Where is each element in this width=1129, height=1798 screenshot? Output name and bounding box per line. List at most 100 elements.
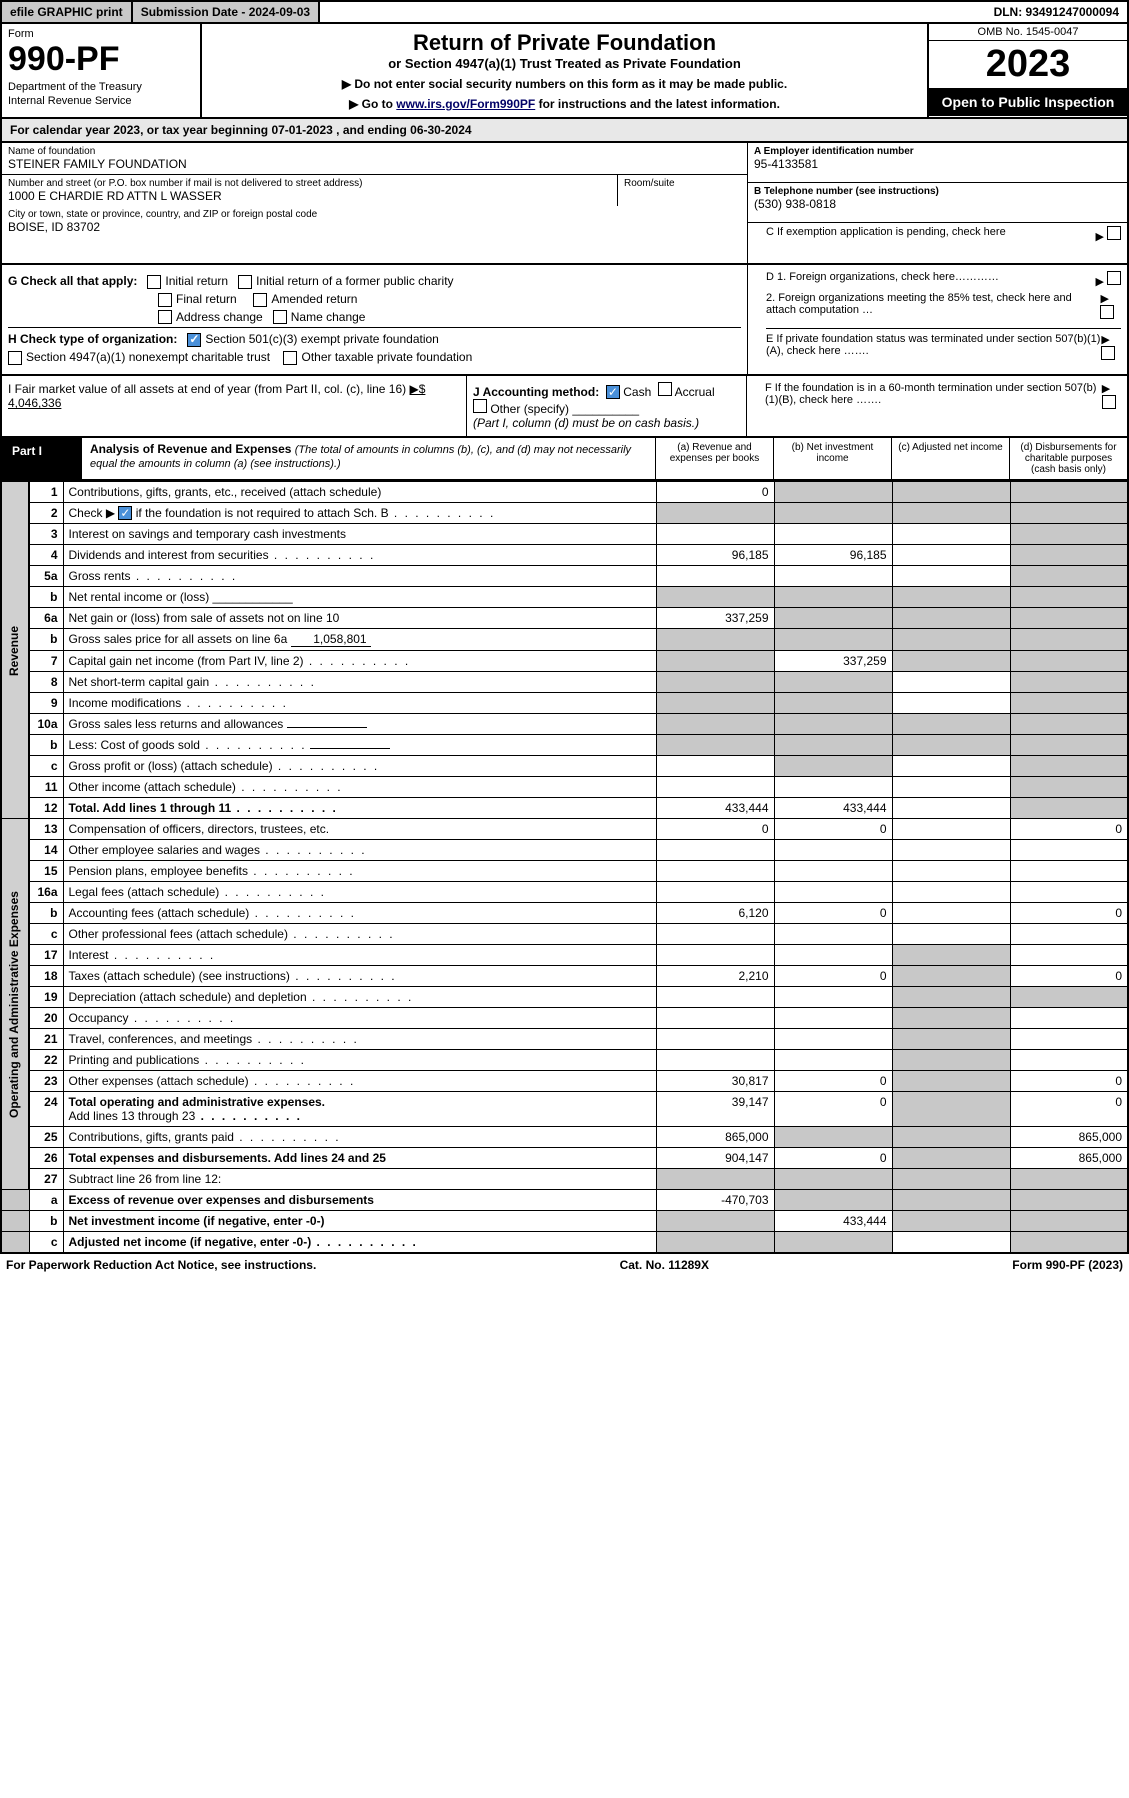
line25-a: 865,000 — [656, 1127, 774, 1148]
cat-number: Cat. No. 11289X — [620, 1258, 709, 1272]
line24-desc: Total operating and administrative expen… — [69, 1095, 326, 1109]
line27-desc: Subtract line 26 from line 12: — [63, 1169, 656, 1190]
line16b-a: 6,120 — [656, 903, 774, 924]
goto-line: ▶ Go to www.irs.gov/Form990PF for instru… — [208, 97, 921, 111]
line24b-desc: Add lines 13 through 23 — [69, 1109, 196, 1123]
city-label: City or town, state or province, country… — [8, 209, 741, 220]
line10b-desc: Less: Cost of goods sold — [69, 738, 200, 752]
calendar-year-line: For calendar year 2023, or tax year begi… — [0, 119, 1129, 143]
amended-return-label: Amended return — [271, 292, 357, 306]
j-label: J Accounting method: — [473, 385, 599, 399]
line25-d: 865,000 — [1010, 1127, 1128, 1148]
line7-b: 337,259 — [774, 651, 892, 672]
irs-label: Internal Revenue Service — [8, 95, 194, 107]
line13-d: 0 — [1010, 819, 1128, 840]
exemption-pending-label: C If exemption application is pending, c… — [766, 226, 1006, 243]
line9-desc: Income modifications — [69, 696, 182, 710]
line16c-desc: Other professional fees (attach schedule… — [69, 927, 288, 941]
city-value: BOISE, ID 83702 — [8, 220, 741, 234]
goto-prefix: ▶ Go to — [349, 97, 396, 111]
line5a-desc: Gross rents — [69, 569, 131, 583]
line26-b: 0 — [774, 1148, 892, 1169]
f-label: F If the foundation is in a 60-month ter… — [765, 382, 1102, 412]
paperwork-notice: For Paperwork Reduction Act Notice, see … — [6, 1258, 316, 1272]
submission-date: Submission Date - 2024-09-03 — [133, 2, 320, 22]
expenses-side-label: Operating and Administrative Expenses — [1, 819, 29, 1190]
d1-label: D 1. Foreign organizations, check here……… — [766, 271, 999, 288]
line13-b: 0 — [774, 819, 892, 840]
line3-desc: Interest on savings and temporary cash i… — [63, 524, 656, 545]
line23-b: 0 — [774, 1071, 892, 1092]
accrual-checkbox[interactable] — [658, 382, 672, 396]
line18-b: 0 — [774, 966, 892, 987]
accrual-label: Accrual — [675, 385, 715, 399]
line6b-amt: 1,058,801 — [291, 632, 371, 647]
page-footer: For Paperwork Reduction Act Notice, see … — [0, 1254, 1129, 1276]
501c3-checkbox[interactable] — [187, 333, 201, 347]
line18-d: 0 — [1010, 966, 1128, 987]
line27c-desc: Adjusted net income (if negative, enter … — [69, 1235, 312, 1249]
address-change-label: Address change — [176, 310, 263, 324]
line1-a: 0 — [656, 482, 774, 503]
line6b-desc: Gross sales price for all assets on line… — [69, 632, 288, 646]
i-label: I Fair market value of all assets at end… — [8, 382, 406, 396]
line6a-a: 337,259 — [656, 608, 774, 629]
entity-block: Name of foundation STEINER FAMILY FOUNDA… — [0, 143, 1129, 265]
initial-former-checkbox[interactable] — [238, 275, 252, 289]
efile-print-button[interactable]: efile GRAPHIC print — [2, 2, 133, 22]
line4-b: 96,185 — [774, 545, 892, 566]
line27a-a: -470,703 — [656, 1190, 774, 1211]
f-checkbox[interactable] — [1102, 395, 1116, 409]
final-return-checkbox[interactable] — [158, 293, 172, 307]
col-a-header: (a) Revenue and expenses per books — [655, 438, 773, 479]
form-link[interactable]: www.irs.gov/Form990PF — [396, 97, 535, 111]
line26-desc: Total expenses and disbursements. Add li… — [63, 1148, 656, 1169]
foundation-name-label: Name of foundation — [8, 146, 741, 157]
line13-desc: Compensation of officers, directors, tru… — [63, 819, 656, 840]
omb-number: OMB No. 1545-0047 — [929, 24, 1127, 41]
address-change-checkbox[interactable] — [158, 310, 172, 324]
line27b-desc: Net investment income (if negative, ente… — [63, 1211, 656, 1232]
part1-title: Analysis of Revenue and Expenses — [90, 442, 291, 456]
e-checkbox[interactable] — [1101, 346, 1115, 360]
top-bar: efile GRAPHIC print Submission Date - 20… — [0, 0, 1129, 24]
cash-checkbox[interactable]: ✓ — [606, 385, 620, 399]
d2-checkbox[interactable] — [1100, 305, 1114, 319]
other-method-checkbox[interactable] — [473, 399, 487, 413]
line25-desc: Contributions, gifts, grants paid — [69, 1130, 234, 1144]
4947-checkbox[interactable] — [8, 351, 22, 365]
g-label: G Check all that apply: — [8, 274, 137, 288]
revenue-side-label: Revenue — [1, 482, 29, 819]
foundation-name: STEINER FAMILY FOUNDATION — [8, 157, 741, 171]
room-suite-label: Room/suite — [617, 175, 747, 206]
line13-a: 0 — [656, 819, 774, 840]
open-public-badge: Open to Public Inspection — [929, 88, 1127, 116]
exemption-checkbox[interactable] — [1107, 226, 1121, 240]
initial-return-label: Initial return — [165, 274, 228, 288]
line26-a: 904,147 — [656, 1148, 774, 1169]
line16b-desc: Accounting fees (attach schedule) — [69, 906, 250, 920]
line18-a: 2,210 — [656, 966, 774, 987]
amended-return-checkbox[interactable] — [253, 293, 267, 307]
h-label: H Check type of organization: — [8, 332, 177, 346]
line14-desc: Other employee salaries and wages — [69, 843, 260, 857]
line23-a: 30,817 — [656, 1071, 774, 1092]
ein-value: 95-4133581 — [754, 157, 1121, 171]
initial-return-checkbox[interactable] — [147, 275, 161, 289]
d1-checkbox[interactable] — [1107, 271, 1121, 285]
other-taxable-checkbox[interactable] — [283, 351, 297, 365]
line27b-b: 433,444 — [774, 1211, 892, 1232]
line16b-b: 0 — [774, 903, 892, 924]
schb-checkbox[interactable]: ✓ — [118, 506, 132, 520]
form-header: Form 990-PF Department of the Treasury I… — [0, 24, 1129, 119]
form-footer-id: Form 990-PF (2023) — [1012, 1258, 1123, 1272]
line15-desc: Pension plans, employee benefits — [69, 864, 248, 878]
line6a-desc: Net gain or (loss) from sale of assets n… — [63, 608, 656, 629]
line16a-desc: Legal fees (attach schedule) — [69, 885, 220, 899]
ein-label: A Employer identification number — [754, 146, 1121, 157]
cash-label: Cash — [623, 385, 651, 399]
phone-value: (530) 938-0818 — [754, 197, 1121, 211]
line16b-d: 0 — [1010, 903, 1128, 924]
name-change-checkbox[interactable] — [273, 310, 287, 324]
line8-desc: Net short-term capital gain — [69, 675, 210, 689]
